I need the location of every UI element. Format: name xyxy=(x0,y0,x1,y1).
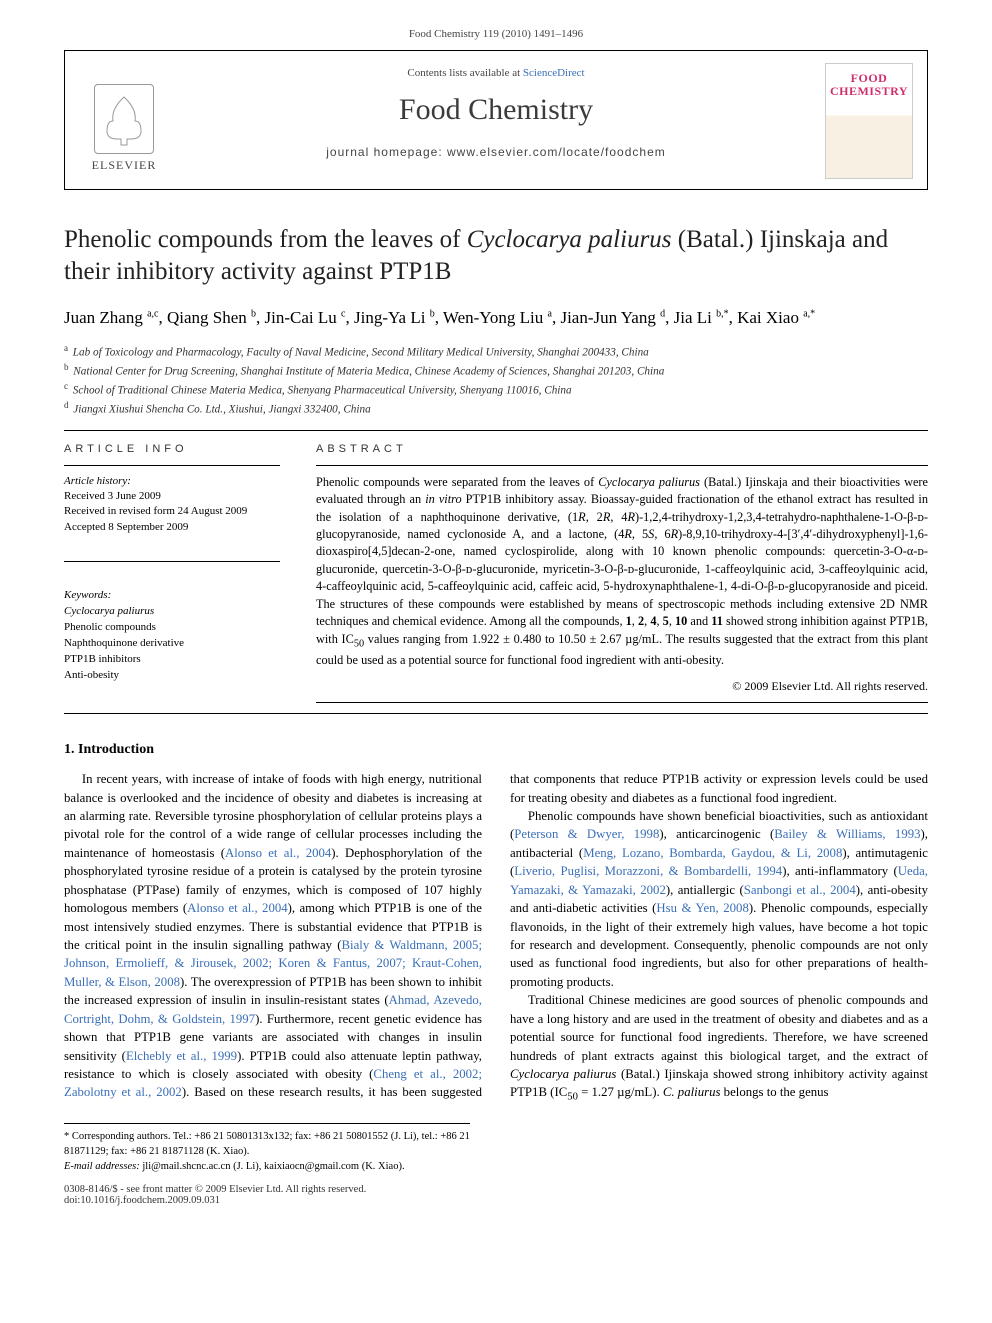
email-label: E-mail addresses: xyxy=(64,1161,140,1172)
front-matter-line: 0308-8146/$ - see front matter © 2009 El… xyxy=(64,1184,928,1195)
email-addresses[interactable]: jli@mail.shcnc.ac.cn (J. Li), kaixiaocn@… xyxy=(142,1161,404,1172)
footnotes: * Corresponding authors. Tel.: +86 21 50… xyxy=(64,1123,470,1174)
keyword-item: PTP1B inhibitors xyxy=(64,652,280,668)
elsevier-tree-icon xyxy=(94,84,154,154)
contents-line: Contents lists available at ScienceDirec… xyxy=(79,67,913,79)
body-para-3: Traditional Chinese medicines are good s… xyxy=(510,991,928,1105)
body-text: In recent years, with increase of intake… xyxy=(64,770,928,1105)
cover-title-line2: CHEMISTRY xyxy=(830,85,908,98)
affiliation-d: d Jiangxi Xiushui Shencha Co. Ltd., Xius… xyxy=(64,399,928,418)
title-species: Cyclocarya paliurus xyxy=(467,226,672,253)
abstract-text: Phenolic compounds were separated from t… xyxy=(316,474,928,670)
journal-homepage: journal homepage: www.elsevier.com/locat… xyxy=(79,145,913,159)
homepage-url[interactable]: www.elsevier.com/locate/foodchem xyxy=(447,145,666,159)
author-list: Juan Zhang a,c, Qiang Shen b, Jin-Cai Lu… xyxy=(64,306,928,330)
abstract-heading: ABSTRACT xyxy=(316,443,928,455)
abstract-block: ABSTRACT Phenolic compounds were separat… xyxy=(316,443,928,704)
keyword-item: Anti-obesity xyxy=(64,668,280,684)
affiliations: a Lab of Toxicology and Pharmacology, Fa… xyxy=(64,342,928,418)
title-pre: Phenolic compounds from the leaves of xyxy=(64,226,467,253)
contents-prefix: Contents lists available at xyxy=(407,67,522,79)
history-accepted: Accepted 8 September 2009 xyxy=(64,520,280,535)
article-info-heading: ARTICLE INFO xyxy=(64,443,280,455)
journal-cover-thumb: FOOD CHEMISTRY xyxy=(825,63,913,179)
doi-line: doi:10.1016/j.foodchem.2009.09.031 xyxy=(64,1195,928,1206)
corresponding-author-note: * Corresponding authors. Tel.: +86 21 50… xyxy=(64,1130,470,1159)
article-info-block: ARTICLE INFO Article history: Received 3… xyxy=(64,443,280,704)
article-title: Phenolic compounds from the leaves of Cy… xyxy=(64,224,928,288)
doi-block: 0308-8146/$ - see front matter © 2009 El… xyxy=(64,1184,928,1206)
history-received: Received 3 June 2009 xyxy=(64,489,280,504)
journal-name: Food Chemistry xyxy=(79,93,913,127)
email-line: E-mail addresses: jli@mail.shcnc.ac.cn (… xyxy=(64,1160,470,1175)
homepage-prefix: journal homepage: xyxy=(326,145,447,159)
copyright-line: © 2009 Elsevier Ltd. All rights reserved… xyxy=(316,679,928,694)
body-para-2: Phenolic compounds have shown beneficial… xyxy=(510,807,928,991)
keyword-item: Phenolic compounds xyxy=(64,620,280,636)
keywords-label: Keywords: xyxy=(64,588,280,604)
sciencedirect-link[interactable]: ScienceDirect xyxy=(523,67,585,79)
elsevier-logo-block: ELSEVIER xyxy=(79,63,169,173)
section-1-heading: 1. Introduction xyxy=(64,742,928,758)
affiliation-c: c School of Traditional Chinese Materia … xyxy=(64,380,928,399)
article-history: Article history: Received 3 June 2009 Re… xyxy=(64,474,280,536)
keyword-item: Naphthoquinone derivative xyxy=(64,636,280,652)
elsevier-label: ELSEVIER xyxy=(92,158,157,173)
divider xyxy=(64,430,928,431)
history-label: Article history: xyxy=(64,474,280,489)
history-revised: Received in revised form 24 August 2009 xyxy=(64,504,280,519)
keyword-item: Cyclocarya paliurus xyxy=(64,604,280,620)
affiliation-b: b National Center for Drug Screening, Sh… xyxy=(64,361,928,380)
journal-header: ELSEVIER Contents lists available at Sci… xyxy=(64,50,928,190)
keywords-block: Keywords: Cyclocarya paliurus Phenolic c… xyxy=(64,588,280,684)
affiliation-a: a Lab of Toxicology and Pharmacology, Fa… xyxy=(64,342,928,361)
running-head: Food Chemistry 119 (2010) 1491–1496 xyxy=(64,28,928,40)
